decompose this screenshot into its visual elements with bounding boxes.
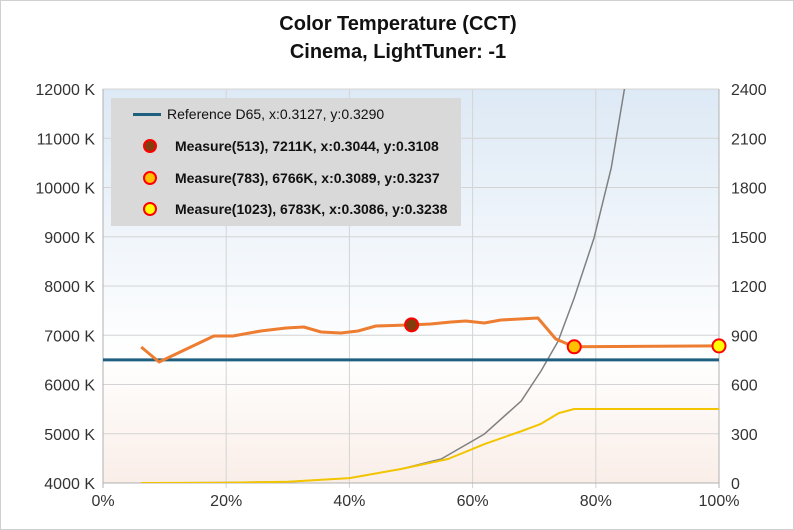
y-right-tick-label: 900 bbox=[731, 328, 758, 345]
y-right-tick-label: 2400 bbox=[731, 82, 767, 99]
chart-subtitle: Cinema, LightTuner: -1 bbox=[289, 41, 507, 63]
measure-marker bbox=[711, 338, 727, 354]
y-right-tick-label: 600 bbox=[731, 378, 758, 395]
y-left-tick-label: 12000 K bbox=[35, 82, 95, 99]
x-tick-label: 100% bbox=[699, 493, 740, 510]
y-left-tick-label: 8000 K bbox=[44, 279, 95, 296]
y-left-tick-label: 7000 K bbox=[44, 328, 95, 345]
x-tick-label: 20% bbox=[210, 493, 242, 510]
legend-item-measure-513: Measure(513), 7211K, x:0.3044, y:0.3108 bbox=[111, 136, 439, 156]
y-left-tick-label: 11000 K bbox=[37, 131, 96, 148]
legend-label: Measure(513), 7211K, x:0.3044, y:0.3108 bbox=[175, 138, 439, 154]
x-tick-label: 80% bbox=[580, 493, 612, 510]
y-left-tick-label: 6000 K bbox=[44, 378, 95, 395]
legend-marker-swatch bbox=[143, 202, 157, 216]
y-left-tick-label: 5000 K bbox=[44, 427, 95, 444]
yellow-series-line bbox=[141, 408, 719, 483]
legend-item-measure-1023: Measure(1023), 6783K, x:0.3086, y:0.3238 bbox=[111, 199, 447, 219]
legend-label: Measure(1023), 6783K, x:0.3086, y:0.3238 bbox=[175, 201, 448, 217]
y-right-tick-label: 1800 bbox=[731, 181, 767, 198]
y-left-tick-label: 4000 K bbox=[44, 476, 95, 493]
y-left-tick-label: 9000 K bbox=[44, 230, 95, 247]
legend-marker-swatch bbox=[143, 139, 157, 153]
y-right-tick-label: 300 bbox=[731, 427, 758, 444]
legend-item-measure-783: Measure(783), 6766K, x:0.3089, y:0.3237 bbox=[111, 168, 440, 188]
cct-series-line bbox=[140, 316, 719, 364]
y-right-tick-label: 0 bbox=[731, 476, 740, 493]
y-right-tick-label: 2100 bbox=[731, 131, 767, 148]
chart-title: Color Temperature (CCT) bbox=[279, 13, 517, 35]
x-tick-label: 40% bbox=[333, 493, 365, 510]
legend: Reference D65, x:0.3127, y:0.3290 Measur… bbox=[111, 98, 461, 226]
y-right-tick-label: 1200 bbox=[731, 279, 767, 296]
legend-item-reference: Reference D65, x:0.3127, y:0.3290 bbox=[111, 104, 384, 124]
legend-label: Reference D65, x:0.3127, y:0.3290 bbox=[167, 106, 385, 122]
measure-marker bbox=[404, 317, 420, 333]
x-tick-label: 60% bbox=[457, 493, 489, 510]
measure-marker bbox=[566, 339, 582, 355]
x-tick-label: 0% bbox=[91, 493, 114, 510]
y-left-tick-label: 10000 K bbox=[35, 181, 95, 198]
y-right-tick-label: 1500 bbox=[731, 230, 767, 247]
legend-line-swatch bbox=[133, 112, 161, 116]
legend-marker-swatch bbox=[143, 171, 157, 185]
legend-label: Measure(783), 6766K, x:0.3089, y:0.3237 bbox=[175, 170, 440, 186]
